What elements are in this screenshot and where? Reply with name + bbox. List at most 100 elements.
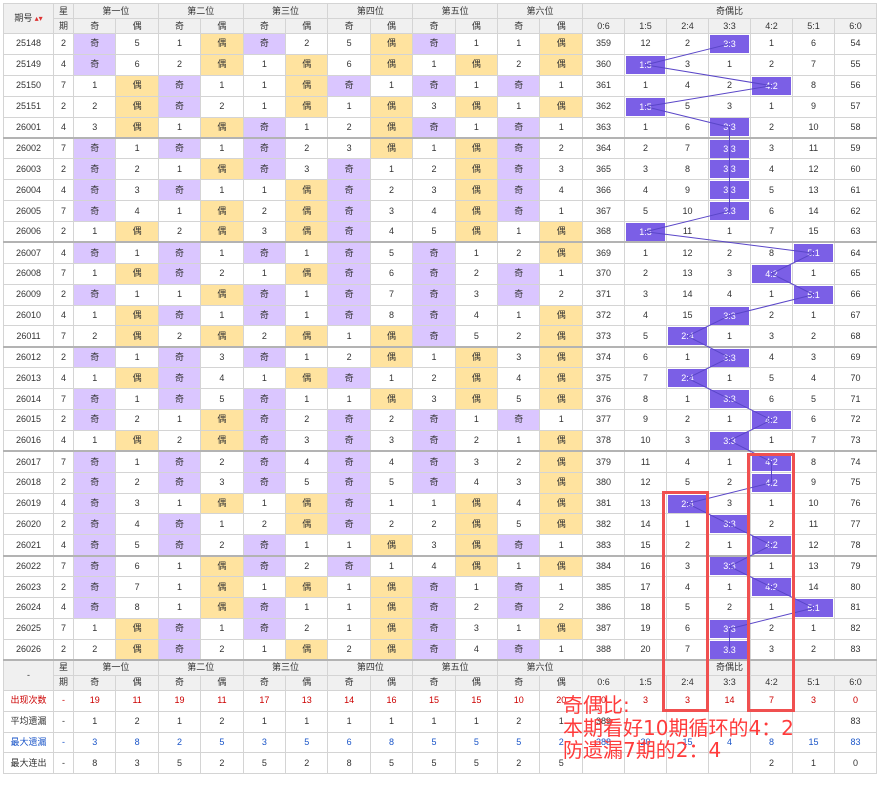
table-row: 26006 2 1 偶 2 偶 3 偶奇 4 5 偶 1 偶 368 1:5 11 1 7 15 63 [3, 221, 878, 243]
odd-marker: 奇 [72, 471, 117, 494]
ratio-cell: 1 [707, 221, 751, 243]
odd-marker: 奇 [327, 450, 371, 473]
position-value: 1 [454, 576, 499, 599]
ratio-hit-ball: 1:5 [626, 97, 665, 116]
position-value: 4 [200, 367, 244, 390]
odd-marker: 奇 [497, 576, 541, 599]
odd-marker: 奇 [412, 638, 456, 661]
ratio-cell: 2 [707, 74, 751, 97]
issue-cell: 26001 [3, 116, 54, 139]
odd-marker: 奇 [242, 116, 287, 139]
ratio-hit-ball: 3:3 [710, 139, 749, 158]
stats-value: 1 [285, 710, 329, 733]
position-value: 5 [115, 33, 159, 55]
position-value: 1 [454, 116, 499, 139]
even-marker: 偶 [539, 241, 583, 264]
even-marker: 偶 [200, 116, 244, 139]
odd-marker: 奇 [412, 409, 456, 431]
issue-header[interactable]: 期号 ▴▾ [3, 3, 54, 34]
week-cell: 4 [53, 367, 74, 390]
even-marker: 偶 [369, 638, 414, 661]
stats-value: 13 [285, 689, 329, 712]
table-row: 26019 4 奇 3 1 偶 1 偶奇 1 1 偶 4 偶 381 13 2:4 3 1 10 76 [3, 492, 878, 515]
position-value: 1 [539, 576, 583, 599]
stats-week: - [53, 731, 74, 754]
position-value: 1 [412, 53, 456, 76]
position-value: 1 [72, 221, 117, 243]
ratio-subheader-6-0: 6:0 [833, 674, 878, 691]
even-subheader: 偶 [454, 674, 499, 691]
ratio-cell: 4 [623, 304, 667, 327]
position-value: 1 [115, 283, 159, 306]
ratio-cell: 377 [581, 409, 625, 431]
sort-icon[interactable]: ▴▾ [32, 14, 43, 23]
ratio-cell: 66 [833, 283, 878, 306]
table-row: 26004 4 奇 3 奇 1 1 偶奇 2 3 偶奇 4 366 4 9 3:3 5 13 61 [3, 179, 878, 202]
stats-ratio-value: 389 [581, 710, 625, 733]
ratio-cell: 1 [749, 33, 793, 55]
odd-marker: 奇 [72, 388, 117, 411]
odd-marker: 奇 [72, 200, 117, 223]
position-value: 1 [157, 576, 202, 599]
position-value: 1 [242, 262, 287, 285]
ratio-hit-cell: 3:3 [707, 554, 751, 578]
ratio-cell: 367 [581, 200, 625, 223]
ratio-cell: 385 [581, 576, 625, 599]
position-value: 1 [157, 492, 202, 515]
week-cell: 4 [53, 53, 74, 76]
ratio-cell: 386 [581, 597, 625, 619]
issue-cell: 26004 [3, 179, 54, 202]
even-subheader: 偶 [454, 18, 499, 34]
ratio-cell: 3 [665, 429, 709, 452]
issue-cell: 26006 [3, 221, 54, 243]
ratio-cell: 6 [791, 33, 835, 55]
position-value: 2 [72, 95, 117, 118]
position-value: 2 [72, 638, 117, 661]
stats-value: 2 [497, 752, 541, 775]
ratio-cell: 364 [581, 136, 625, 160]
stats-label: 出现次数 [3, 689, 54, 712]
ratio-cell: 13 [665, 262, 709, 285]
issue-cell: 26026 [3, 638, 54, 661]
position-value: 4 [497, 367, 541, 390]
position-value: 1 [242, 95, 287, 118]
stats-value: 19 [72, 689, 117, 712]
ratio-cell: 62 [833, 200, 878, 223]
even-marker: 偶 [285, 367, 329, 390]
stats-value: 15 [412, 689, 456, 712]
even-marker: 偶 [369, 534, 414, 557]
stats-value: 5 [539, 752, 583, 775]
ratio-hit-cell: 1:5 [623, 221, 667, 243]
ratio-cell: 56 [833, 74, 878, 97]
odd-marker: 奇 [157, 534, 202, 557]
position-value: 3 [539, 158, 583, 181]
position-value: 1 [454, 409, 499, 431]
odd-subheader: 奇 [72, 674, 117, 691]
odd-marker: 奇 [327, 492, 371, 515]
ratio-cell: 9 [791, 95, 835, 118]
position-value: 1 [454, 33, 499, 55]
odd-marker: 奇 [327, 429, 371, 452]
position-value: 1 [497, 429, 541, 452]
ratio-hit-ball: 4:2 [752, 536, 791, 555]
stats-ratio-value [791, 710, 835, 733]
issue-cell: 26013 [3, 367, 54, 390]
odd-marker: 奇 [412, 429, 456, 452]
ratio-cell: 1 [665, 345, 709, 369]
stats-value: 10 [497, 689, 541, 712]
ratio-hit-cell: 5:1 [791, 241, 835, 264]
week-cell: 4 [53, 534, 74, 557]
week-cell: 4 [53, 429, 74, 452]
odd-marker: 奇 [157, 262, 202, 285]
position-value: 1 [157, 200, 202, 223]
even-subheader: 偶 [200, 674, 244, 691]
ratio-cell: 8 [791, 450, 835, 473]
odd-marker: 奇 [327, 179, 371, 202]
ratio-cell: 1 [707, 325, 751, 348]
position-value: 2 [497, 325, 541, 348]
ratio-cell: 5 [623, 200, 667, 223]
stats-ratio-value [581, 752, 625, 775]
table-row: 25148 2 奇 5 1 偶奇 2 5 偶奇 1 1 偶 359 12 2 3:3 1 6 54 [3, 33, 878, 55]
even-marker: 偶 [539, 325, 583, 348]
ratio-cell: 15 [665, 304, 709, 327]
